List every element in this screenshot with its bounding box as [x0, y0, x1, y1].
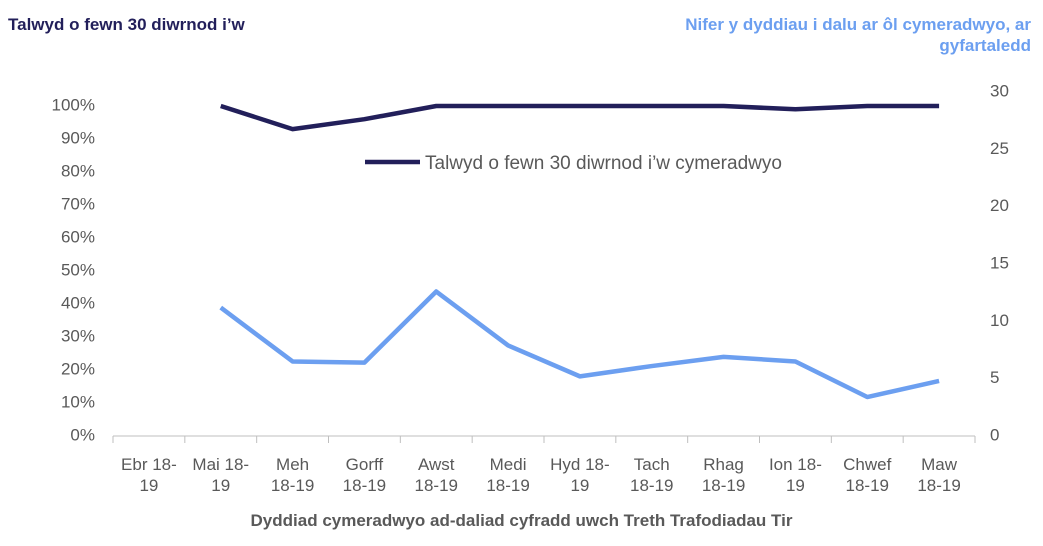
y-tick-label: 40%	[61, 293, 95, 312]
y2-tick-label: 30	[990, 81, 1009, 100]
y2-axis-title: Nifer y dyddiau i dalu ar ôl cymeradwyo,…	[685, 15, 1031, 55]
y2-tick-label: 10	[990, 311, 1009, 330]
y2-tick-label: 0	[990, 425, 999, 444]
y-tick-label: 100%	[52, 95, 95, 114]
series-line	[220, 103, 940, 132]
y2-tick-label: 20	[990, 196, 1009, 215]
x-tick-label: Gorff 18-19	[342, 455, 387, 495]
y2-tick-label: 15	[990, 253, 1009, 272]
y-tick-label: 0%	[70, 425, 95, 444]
x-axis-title: Dyddiad cymeradwyo ad-daliad cyfradd uwc…	[250, 511, 793, 530]
x-tick-label: Rhag 18-19	[701, 455, 746, 495]
y2-tick-label: 25	[990, 139, 1009, 158]
x-tick-label: Maw 18-19	[917, 455, 961, 495]
y-axis-title: Talwyd o fewn 30 diwrnod i’w	[8, 15, 245, 34]
y-tick-label: 50%	[61, 260, 95, 279]
y-tick-label: 80%	[61, 161, 95, 180]
y2-tick-label: 5	[990, 368, 999, 387]
x-tick-label: Ion 18-19	[768, 455, 822, 495]
x-tick-label: Ebr 18-19	[121, 455, 177, 495]
legend-label: Talwyd o fewn 30 diwrnod i’w cymeradwyo	[425, 153, 782, 174]
y-tick-label: 10%	[61, 392, 95, 411]
x-tick-label: Medi 18-19	[486, 455, 530, 495]
y-tick-label: 20%	[61, 359, 95, 378]
y-tick-label: 70%	[61, 194, 95, 213]
y-tick-label: 30%	[61, 326, 95, 345]
y-tick-label: 60%	[61, 227, 95, 246]
x-tick-label: Meh 18-19	[270, 455, 315, 495]
series-line	[219, 289, 940, 400]
x-tick-label: Awst 18-19	[414, 455, 458, 495]
x-tick-label: Hyd 18-19	[550, 455, 610, 495]
x-tick-label: Mai 18-19	[192, 455, 250, 495]
x-tick-label: Chwef 18-19	[843, 455, 892, 495]
y-tick-label: 90%	[61, 128, 95, 147]
x-tick-label: Tach 18-19	[630, 455, 674, 495]
